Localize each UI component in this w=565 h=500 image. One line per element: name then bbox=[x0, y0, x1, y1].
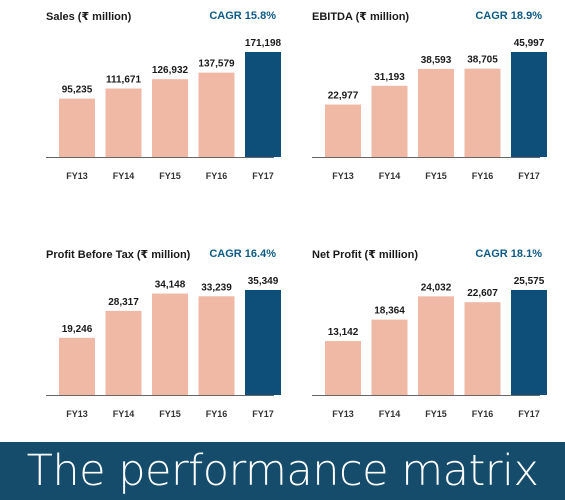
x-tick-label: FY13 bbox=[332, 409, 354, 419]
bar-fy13 bbox=[325, 341, 361, 395]
net-profit-bar-chart: 13,142 FY13 18,364 FY14 24,032 FY15 22,607 FY16… bbox=[312, 276, 547, 419]
bar-value-label: 25,575 bbox=[514, 276, 545, 287]
bar-fy16 bbox=[464, 302, 501, 395]
bar-fy13 bbox=[325, 104, 361, 157]
bar-fy16 bbox=[198, 296, 235, 395]
bar-fy13 bbox=[59, 98, 95, 157]
x-tick-label: FY14 bbox=[379, 171, 401, 181]
ebitda-bar-chart: 22,977 FY13 31,193 FY14 38,593 FY15 38,705 FY16… bbox=[312, 38, 547, 181]
x-tick-label: FY13 bbox=[66, 409, 88, 419]
x-tick-label: FY15 bbox=[159, 171, 181, 181]
bar-value-label: 38,705 bbox=[467, 55, 498, 66]
bar-value-label: 19,246 bbox=[62, 324, 93, 335]
x-tick-label: FY17 bbox=[252, 171, 274, 181]
x-tick-label: FY16 bbox=[472, 409, 494, 419]
x-tick-label: FY16 bbox=[206, 409, 228, 419]
pbt-chart-panel: Profit Before Tax (₹ million) CAGR 16.4%… bbox=[46, 248, 286, 423]
bar-value-label: 18,364 bbox=[374, 306, 405, 317]
x-tick-label: FY17 bbox=[518, 171, 540, 181]
sales-chart-panel: Sales (₹ million) CAGR 15.8% 95,235 FY13 1… bbox=[46, 10, 286, 185]
chart-title: Sales (₹ million) bbox=[46, 11, 132, 23]
bar-value-label: 22,977 bbox=[328, 91, 359, 102]
bar-fy14 bbox=[371, 85, 408, 157]
x-tick-label: FY13 bbox=[332, 171, 354, 181]
pbt-bar-chart: 19,246 FY13 28,317 FY14 34,148 FY15 33,239 FY16… bbox=[46, 276, 281, 419]
banner-title: The performance matrix bbox=[26, 446, 539, 496]
bar-fy14 bbox=[105, 310, 142, 395]
bar-value-label: 126,932 bbox=[152, 65, 189, 76]
bar-value-label: 22,607 bbox=[467, 288, 498, 299]
x-tick-label: FY14 bbox=[113, 409, 135, 419]
cagr-label: CAGR 16.4% bbox=[209, 248, 276, 260]
bar-fy15 bbox=[152, 79, 188, 157]
bar-value-label: 13,142 bbox=[328, 327, 359, 338]
bar-fy17 bbox=[511, 52, 547, 157]
x-tick-label: FY15 bbox=[425, 409, 447, 419]
bar-value-label: 34,148 bbox=[155, 280, 186, 291]
bar-value-label: 24,032 bbox=[421, 282, 452, 293]
bar-value-label: 28,317 bbox=[108, 297, 139, 308]
bar-fy17 bbox=[511, 290, 547, 395]
x-tick-label: FY15 bbox=[425, 171, 447, 181]
bar-fy15 bbox=[418, 296, 454, 395]
chart-title: Profit Before Tax (₹ million) bbox=[46, 249, 191, 261]
x-tick-label: FY17 bbox=[252, 409, 274, 419]
bar-value-label: 171,198 bbox=[245, 38, 282, 49]
bar-value-label: 31,193 bbox=[374, 72, 405, 83]
footer-banner: The performance matrix bbox=[0, 442, 565, 500]
net-profit-chart-panel: Net Profit (₹ million) CAGR 18.1% 13,142… bbox=[312, 248, 552, 423]
bar-value-label: 45,997 bbox=[514, 38, 545, 49]
bar-fy17 bbox=[245, 290, 281, 395]
bar-value-label: 111,671 bbox=[106, 75, 141, 86]
bar-fy15 bbox=[152, 293, 188, 395]
cagr-label: CAGR 15.8% bbox=[209, 10, 276, 22]
sales-bar-chart: 95,235 FY13 111,671 FY14 126,932 FY15 137,579 F… bbox=[46, 38, 282, 181]
chart-title: EBITDA (₹ million) bbox=[312, 11, 410, 23]
x-tick-label: FY16 bbox=[472, 171, 494, 181]
x-tick-label: FY14 bbox=[379, 409, 401, 419]
bar-fy13 bbox=[59, 337, 95, 395]
bar-value-label: 35,349 bbox=[248, 276, 279, 287]
bar-fy16 bbox=[464, 68, 501, 157]
bar-value-label: 137,579 bbox=[198, 59, 235, 70]
cagr-label: CAGR 18.9% bbox=[475, 10, 542, 22]
cagr-label: CAGR 18.1% bbox=[475, 248, 542, 260]
bar-fy16 bbox=[198, 72, 235, 157]
bar-fy14 bbox=[371, 319, 408, 395]
x-tick-label: FY13 bbox=[66, 171, 88, 181]
x-tick-label: FY15 bbox=[159, 409, 181, 419]
x-tick-label: FY17 bbox=[518, 409, 540, 419]
bar-value-label: 95,235 bbox=[62, 85, 93, 96]
bar-fy15 bbox=[418, 68, 454, 157]
ebitda-chart-panel: EBITDA (₹ million) CAGR 18.9% 22,977 FY13… bbox=[312, 10, 552, 185]
bar-fy17 bbox=[245, 52, 281, 157]
bar-value-label: 38,593 bbox=[421, 55, 452, 66]
bar-fy14 bbox=[105, 88, 142, 157]
chart-title: Net Profit (₹ million) bbox=[312, 249, 419, 261]
bar-value-label: 33,239 bbox=[201, 282, 232, 293]
x-tick-label: FY14 bbox=[113, 171, 135, 181]
x-tick-label: FY16 bbox=[206, 171, 228, 181]
